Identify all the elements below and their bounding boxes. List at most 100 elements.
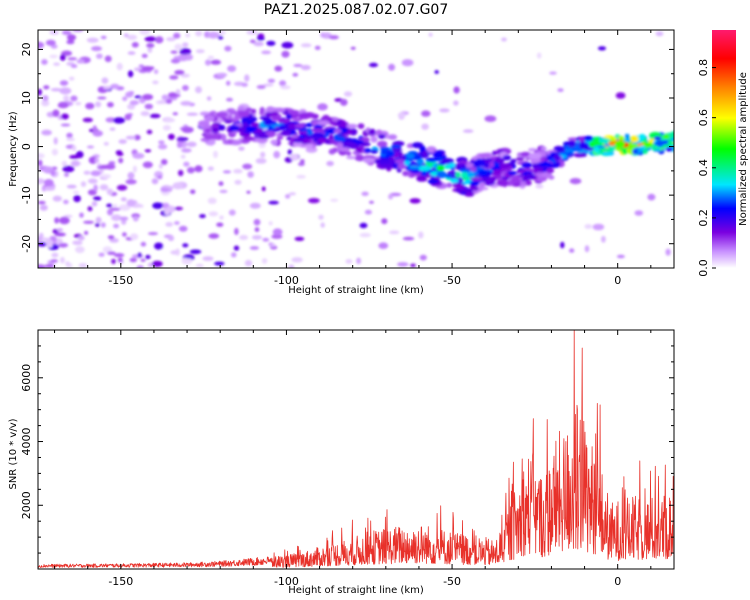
heatmap-cell [164,207,171,216]
heatmap-cell [274,65,283,72]
heatmap-cell [667,140,673,146]
heatmap-cell [410,263,416,268]
heatmap-cell [204,115,215,122]
heatmap-cell [142,94,154,101]
heatmap-cell [144,103,153,110]
heatmap-cell [211,127,220,134]
heatmap-cell [100,35,107,40]
heatmap-cell [157,175,163,180]
heatmap-cell [593,146,600,154]
heatmap-cell [116,184,128,191]
heatmap-cell [227,65,237,72]
heatmap-cell [40,237,51,241]
heatmap-cell [155,36,164,44]
heatmap-cell [207,55,215,60]
heatmap-cell [205,59,211,66]
heatmap-cell [333,128,342,134]
heatmap-cell [59,54,66,61]
heatmap-cell [45,239,54,246]
heatmap-cell [56,228,63,232]
heatmap-cell [292,141,302,147]
heatmap-cell [106,188,114,195]
heatmap-cell [110,83,120,89]
heatmap-cell [569,248,575,253]
x-tick-label: -50 [443,274,461,287]
heatmap-cell [127,172,135,180]
heatmap-cell [106,203,113,208]
heatmap-cell [510,158,517,164]
heatmap-cell [92,125,97,133]
heatmap-cell [95,216,102,224]
heatmap-cell [370,149,379,154]
heatmap-cell [601,235,606,243]
heatmap-cell [312,136,318,143]
heatmap-cell [151,260,163,268]
heatmap-cell [103,141,109,146]
heatmap-cell [510,177,521,184]
heatmap-cell [320,32,326,38]
heatmap-cell [346,151,352,157]
heatmap-cell [584,245,590,253]
heatmap-cell [569,178,582,185]
heatmap-cell [218,181,224,186]
heatmap-cell [332,117,338,122]
heatmap-cell [406,153,415,160]
heatmap-cell [370,136,378,143]
heatmap-cell [51,148,59,156]
heatmap-cell [408,165,420,170]
heatmap-cell [129,233,139,240]
heatmap-cell [59,216,70,225]
heatmap-cell [210,59,221,65]
heatmap-cell [470,186,479,191]
heatmap-cell [232,111,240,115]
heatmap-cell [206,96,212,101]
heatmap-cell [249,202,261,209]
heatmap-cell [271,234,283,239]
heatmap-cell [38,159,43,167]
heatmap-cell [396,168,402,173]
heatmap-cell [410,168,421,174]
heatmap-cell [38,242,48,247]
heatmap-cell [279,80,287,87]
colorbar-tick-label: 0.6 [697,109,710,127]
heatmap-cell [222,170,232,174]
heatmap-cell [141,53,148,59]
figure-title: PAZ1.2025.087.02.07.G07 [264,2,449,18]
heatmap-cell [314,45,321,51]
heatmap-cell [261,186,266,192]
heatmap-cell [359,222,368,229]
heatmap-cell [162,125,171,131]
heatmap-cell [233,114,240,122]
heatmap-cell [58,101,68,106]
heatmap-cell [427,178,440,185]
heatmap-cell [102,246,113,254]
heatmap-cell [418,165,431,172]
heatmap-cell [397,262,409,267]
heatmap-cell [134,95,142,99]
heatmap-cell [194,165,203,173]
heatmap-cell [244,259,253,267]
heatmap-cell [174,43,183,51]
heatmap-cell [224,119,233,124]
heatmap-cell [195,49,205,54]
spectrogram-y-ticks: -20 -10 0 10 20 [20,42,674,269]
heatmap-cell [378,242,389,249]
heatmap-cell [247,171,254,178]
heatmap-cell [290,153,299,161]
heatmap-cell [113,253,125,258]
heatmap-cell [434,70,439,74]
heatmap-cell [250,108,257,114]
heatmap-cell [525,180,532,186]
heatmap-cell [234,179,242,185]
snr-x-axis-label: Height of straight line (km) [288,585,424,596]
heatmap-cell [185,255,194,259]
heatmap-cell [63,199,69,205]
heatmap-cell [535,184,544,189]
heatmap-cell [38,153,45,159]
heatmap-cell [256,36,265,41]
heatmap-cell [174,70,185,75]
heatmap-cell [233,245,240,251]
heatmap-cell [318,214,324,220]
heatmap-cell [231,252,237,258]
heatmap-cell [66,137,75,142]
